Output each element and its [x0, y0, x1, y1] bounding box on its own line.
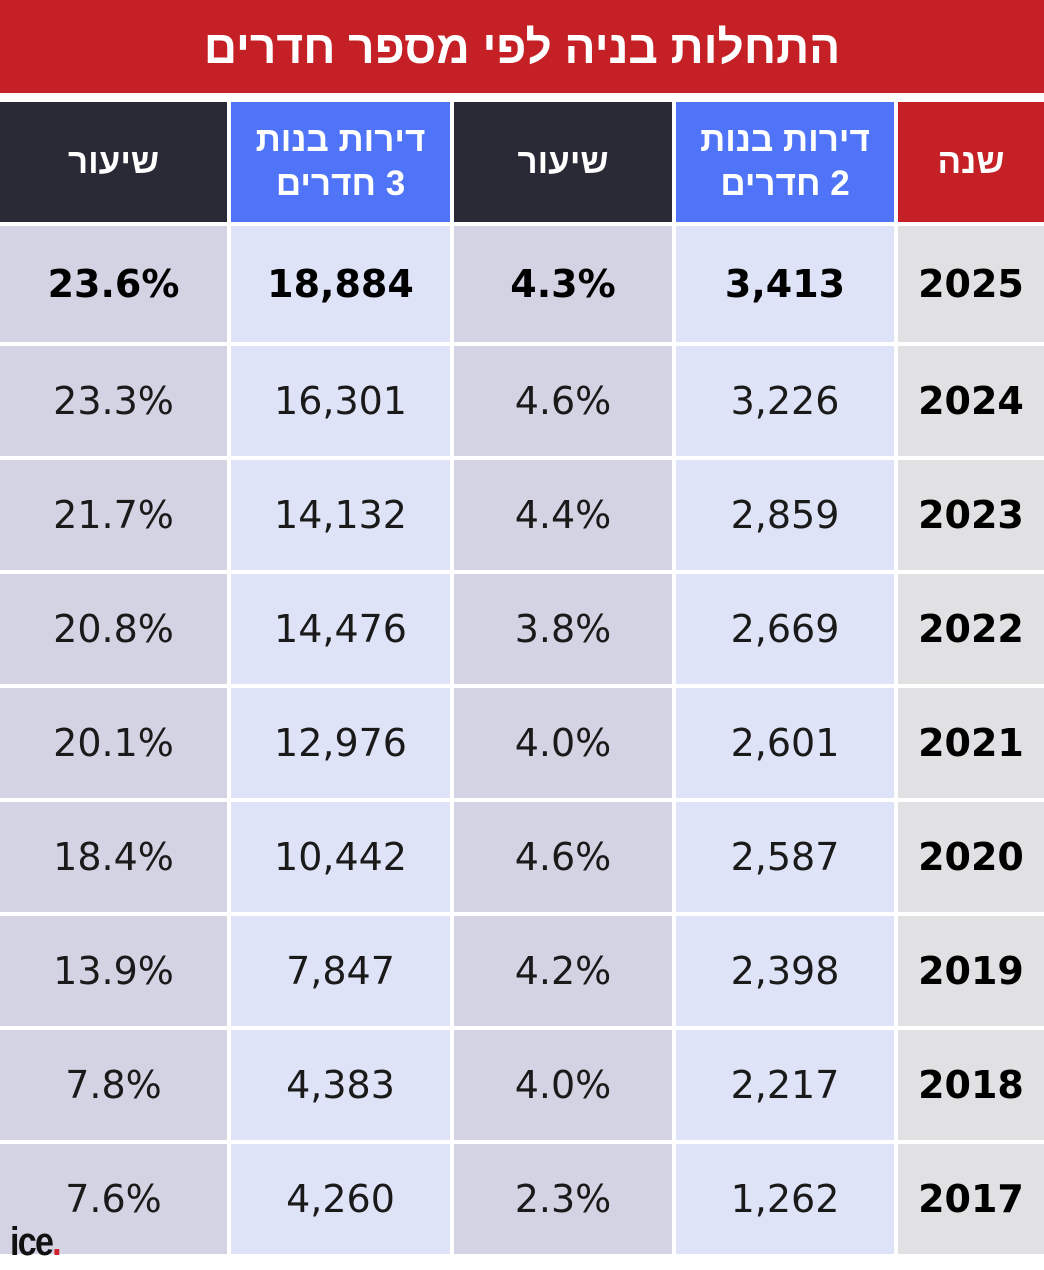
cell-year: 2019	[898, 916, 1044, 1026]
header-two-rooms: דירות בנות 2 חדרים	[676, 102, 894, 222]
cell-three-rooms: 4,260	[231, 1144, 450, 1254]
cell-three-rooms-rate: 18.4%	[0, 802, 227, 912]
cell-three-rooms-rate: 7.8%	[0, 1030, 227, 1140]
cell-three-rooms: 18,884	[231, 226, 450, 342]
cell-two-rooms-rate: 4.0%	[454, 688, 672, 798]
cell-year: 2018	[898, 1030, 1044, 1140]
header-three-rooms: דירות בנות 3 חדרים	[231, 102, 450, 222]
cell-three-rooms: 14,132	[231, 460, 450, 570]
cell-two-rooms: 2,669	[676, 574, 894, 684]
header-label: שיעור	[67, 142, 160, 182]
header-label: 3 חדרים	[275, 164, 406, 203]
header-year: שנה	[898, 102, 1044, 222]
header-label: שנה	[937, 142, 1005, 182]
cell-year: 2024	[898, 346, 1044, 456]
cell-two-rooms: 3,226	[676, 346, 894, 456]
cell-two-rooms-rate: 3.8%	[454, 574, 672, 684]
cell-two-rooms-rate: 2.3%	[454, 1144, 672, 1254]
cell-three-rooms: 12,976	[231, 688, 450, 798]
cell-two-rooms: 2,587	[676, 802, 894, 912]
cell-two-rooms: 2,217	[676, 1030, 894, 1140]
cell-two-rooms-rate: 4.0%	[454, 1030, 672, 1140]
cell-year: 2021	[898, 688, 1044, 798]
cell-three-rooms-rate: 20.1%	[0, 688, 227, 798]
cell-three-rooms-rate: 7.6%	[0, 1144, 227, 1254]
cell-three-rooms-rate: 20.8%	[0, 574, 227, 684]
cell-two-rooms-rate: 4.2%	[454, 916, 672, 1026]
cell-year: 2020	[898, 802, 1044, 912]
cell-two-rooms: 2,859	[676, 460, 894, 570]
header-label: דירות בנות	[255, 120, 426, 160]
cell-two-rooms-rate: 4.3%	[454, 226, 672, 342]
cell-three-rooms: 14,476	[231, 574, 450, 684]
header-two-rooms-rate: שיעור	[454, 102, 672, 222]
cell-three-rooms: 16,301	[231, 346, 450, 456]
cell-year: 2025	[898, 226, 1044, 342]
cell-three-rooms-rate: 13.9%	[0, 916, 227, 1026]
cell-three-rooms: 10,442	[231, 802, 450, 912]
cell-year: 2022	[898, 574, 1044, 684]
cell-two-rooms: 1,262	[676, 1144, 894, 1254]
cell-two-rooms-rate: 4.6%	[454, 346, 672, 456]
cell-year: 2023	[898, 460, 1044, 570]
cell-three-rooms-rate: 21.7%	[0, 460, 227, 570]
header-three-rooms-rate: שיעור	[0, 102, 227, 222]
header-label: 2 חדרים	[720, 164, 850, 203]
ice-logo: ice.	[10, 1220, 62, 1264]
cell-three-rooms-rate: 23.3%	[0, 346, 227, 456]
cell-two-rooms-rate: 4.6%	[454, 802, 672, 912]
cell-year: 2017	[898, 1144, 1044, 1254]
data-table: שנה דירות בנות 2 חדרים שיעור דירות בנות 3 חדר…	[0, 102, 1044, 1254]
header-label: שיעור	[517, 142, 609, 182]
page-title: התחלות בניה לפי מספר חדרים	[0, 0, 1044, 93]
cell-three-rooms: 4,383	[231, 1030, 450, 1140]
header-label: דירות בנות	[700, 120, 870, 160]
cell-two-rooms-rate: 4.4%	[454, 460, 672, 570]
cell-two-rooms: 3,413	[676, 226, 894, 342]
cell-two-rooms: 2,398	[676, 916, 894, 1026]
cell-three-rooms-rate: 23.6%	[0, 226, 227, 342]
cell-two-rooms: 2,601	[676, 688, 894, 798]
cell-three-rooms: 7,847	[231, 916, 450, 1026]
